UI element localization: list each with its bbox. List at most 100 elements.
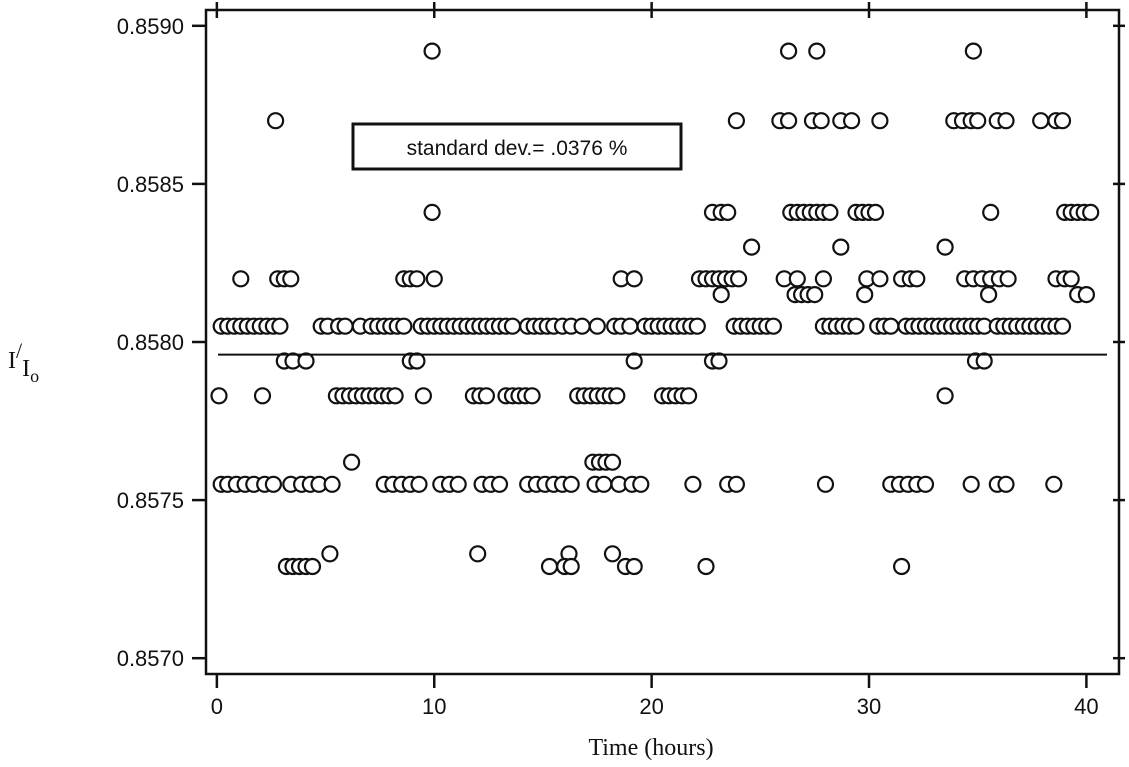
data-point [997,112,1015,130]
y-tick-label: 0.8580 [117,330,184,355]
y-axis-label-main: I [8,348,16,374]
data-point [982,203,1000,221]
data-point [621,317,639,335]
y-tick-label: 0.8570 [117,646,184,671]
data-point [697,557,715,576]
data-point [423,203,441,221]
data-point [469,545,487,563]
data-point [727,475,746,493]
data-point [282,270,300,288]
data-point [710,352,728,370]
y-axis-label-slash: / [16,338,23,363]
x-tick-label: 10 [422,694,446,719]
data-point [729,270,748,288]
y-tick-label: 0.8585 [117,172,184,197]
annotation-text: standard dev.= .0376 % [407,137,628,160]
data-point [323,475,341,493]
data-point [679,387,698,405]
data-point [408,352,426,370]
x-tick-label: 30 [857,694,881,719]
data-point [425,270,443,288]
data-point [975,352,993,370]
data-point [812,112,830,130]
data-point [267,112,285,130]
data-point [814,270,833,288]
data-point [871,270,889,288]
data-point [1077,286,1096,304]
data-point [503,317,522,335]
data-point [625,270,643,288]
data-point [742,238,761,256]
data-point [343,453,361,471]
data-point [540,557,559,576]
data-point [408,270,426,288]
data-point [395,317,413,335]
data-point [523,387,541,405]
data-point [423,42,441,60]
data-point [264,475,282,493]
data-point [414,387,432,405]
data-point [788,270,806,288]
y-tick-label: 0.8575 [117,488,184,513]
data-point [999,270,1017,288]
data-point [603,545,622,563]
data-point [964,42,983,60]
data-point [449,475,467,493]
y-axis-label-subscript: o [30,366,39,386]
data-point [271,317,289,335]
data-point [588,317,606,335]
data-point [908,270,926,288]
data-point [625,557,643,576]
y-axis-label-sub: I [22,356,30,382]
points-layer [210,42,1100,576]
data-point [562,475,580,493]
data-point [962,475,980,493]
data-point [936,387,954,405]
annotation-frame [351,122,683,171]
data-point [997,475,1015,493]
data-point [210,387,228,405]
y-tick-label: 0.8590 [117,14,184,39]
data-point [562,557,580,576]
data-point [303,557,322,576]
x-axis-label: Time (hours) [588,735,713,761]
data-point [892,557,911,576]
data-point [871,112,889,130]
data-point [1045,475,1063,493]
data-point [779,112,798,130]
data-point [1062,270,1080,288]
annotation-box: standard dev.= .0376 % [351,122,683,171]
data-point [1082,203,1100,221]
data-point [253,387,272,405]
data-point [1032,112,1050,130]
data-point [842,112,861,130]
data-point [727,112,746,130]
data-point [866,203,885,221]
data-point [336,317,354,335]
data-point [595,475,613,493]
data-point [856,286,874,304]
ticks-layer: 0 10 20 30 40 0.8570 0.8575 0.8580 0.8585 0.8590 [117,2,1125,719]
data-point [608,387,626,405]
data-point [764,317,783,335]
data-point [847,317,865,335]
data-point [688,317,706,335]
data-point [979,286,998,304]
data-point [816,475,835,493]
data-point [625,352,643,370]
data-point [573,317,591,335]
data-point [603,453,622,471]
data-point [1053,317,1072,335]
data-point [490,475,509,493]
x-tick-label: 40 [1074,694,1098,719]
data-point [684,475,702,493]
data-point [719,203,737,221]
y-axis-label: I/Io [8,338,39,386]
data-point [632,475,650,493]
data-point [969,112,987,130]
x-tick-label: 0 [211,694,223,719]
data-point [297,352,315,370]
data-point [477,387,495,405]
